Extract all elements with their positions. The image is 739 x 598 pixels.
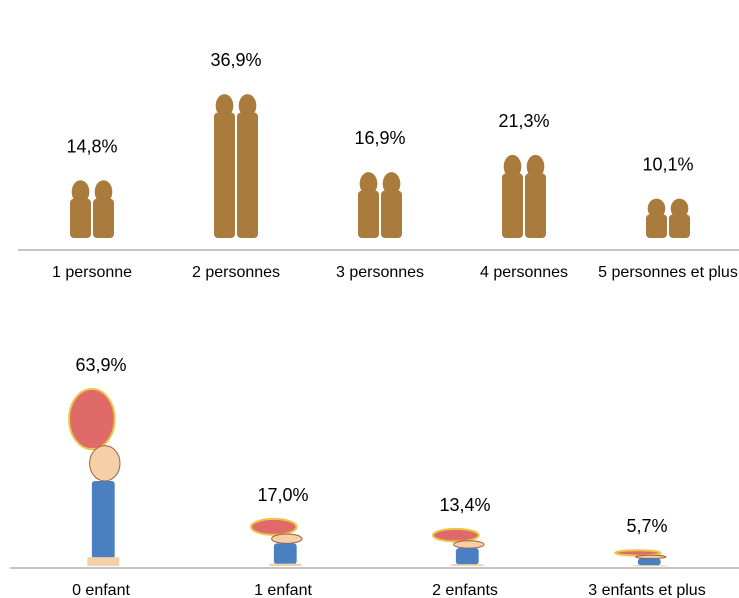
value-label: 21,3% (498, 111, 549, 131)
pictogram-bar (214, 94, 258, 238)
person-body (669, 214, 690, 238)
value-label: 10,1% (642, 155, 693, 175)
pictogram-bar (502, 155, 546, 238)
category-label: 3 enfants et plus (577, 581, 717, 598)
category-label: 4 personnes (454, 263, 594, 283)
pictogram-bar (358, 172, 402, 238)
category-label: 2 personnes (166, 263, 306, 283)
head (636, 555, 666, 558)
pictogram-bar (69, 389, 120, 566)
feet (87, 557, 119, 566)
head (454, 541, 484, 548)
charts: 14,8% 36,9% 16,9% 21,3% 10,1% 63,9% 17,0% 13,4%… (0, 0, 739, 598)
person-body (358, 191, 379, 238)
person-body (237, 113, 258, 238)
egg (615, 550, 661, 555)
value-label: 17,0% (257, 485, 308, 505)
egg (69, 389, 115, 449)
person-body (214, 113, 235, 238)
head (90, 446, 120, 481)
body (638, 558, 661, 565)
feet (269, 564, 301, 566)
person-body (381, 191, 402, 238)
feet (633, 565, 665, 566)
head (272, 534, 302, 543)
person-body (70, 199, 91, 238)
value-label: 13,4% (439, 495, 490, 515)
value-label: 5,7% (626, 516, 667, 536)
body (274, 543, 297, 564)
value-label: 14,8% (66, 136, 117, 156)
value-label: 36,9% (210, 50, 261, 70)
category-label: 1 personne (22, 263, 162, 283)
egg (433, 529, 479, 542)
person-body (502, 173, 523, 238)
pictogram-bar (433, 529, 484, 566)
category-label: 0 enfant (31, 581, 171, 598)
value-label: 16,9% (354, 128, 405, 148)
pictogram-bar (70, 180, 114, 238)
pictogram-bar (615, 550, 666, 566)
person-body (93, 199, 114, 238)
person-body (525, 173, 546, 238)
feet (451, 564, 483, 566)
category-label: 2 enfants (395, 581, 535, 598)
category-label: 5 personnes et plus (598, 263, 738, 283)
pictogram-bar (251, 519, 302, 566)
category-label: 3 personnes (310, 263, 450, 283)
page: 14,8% 36,9% 16,9% 21,3% 10,1% 63,9% 17,0% 13,4%… (0, 0, 739, 598)
body (92, 481, 115, 559)
category-label: 1 enfant (213, 581, 353, 598)
body (456, 548, 479, 564)
egg (251, 519, 297, 535)
value-label: 63,9% (75, 355, 126, 375)
pictogram-bar (646, 199, 690, 238)
person-body (646, 214, 667, 238)
